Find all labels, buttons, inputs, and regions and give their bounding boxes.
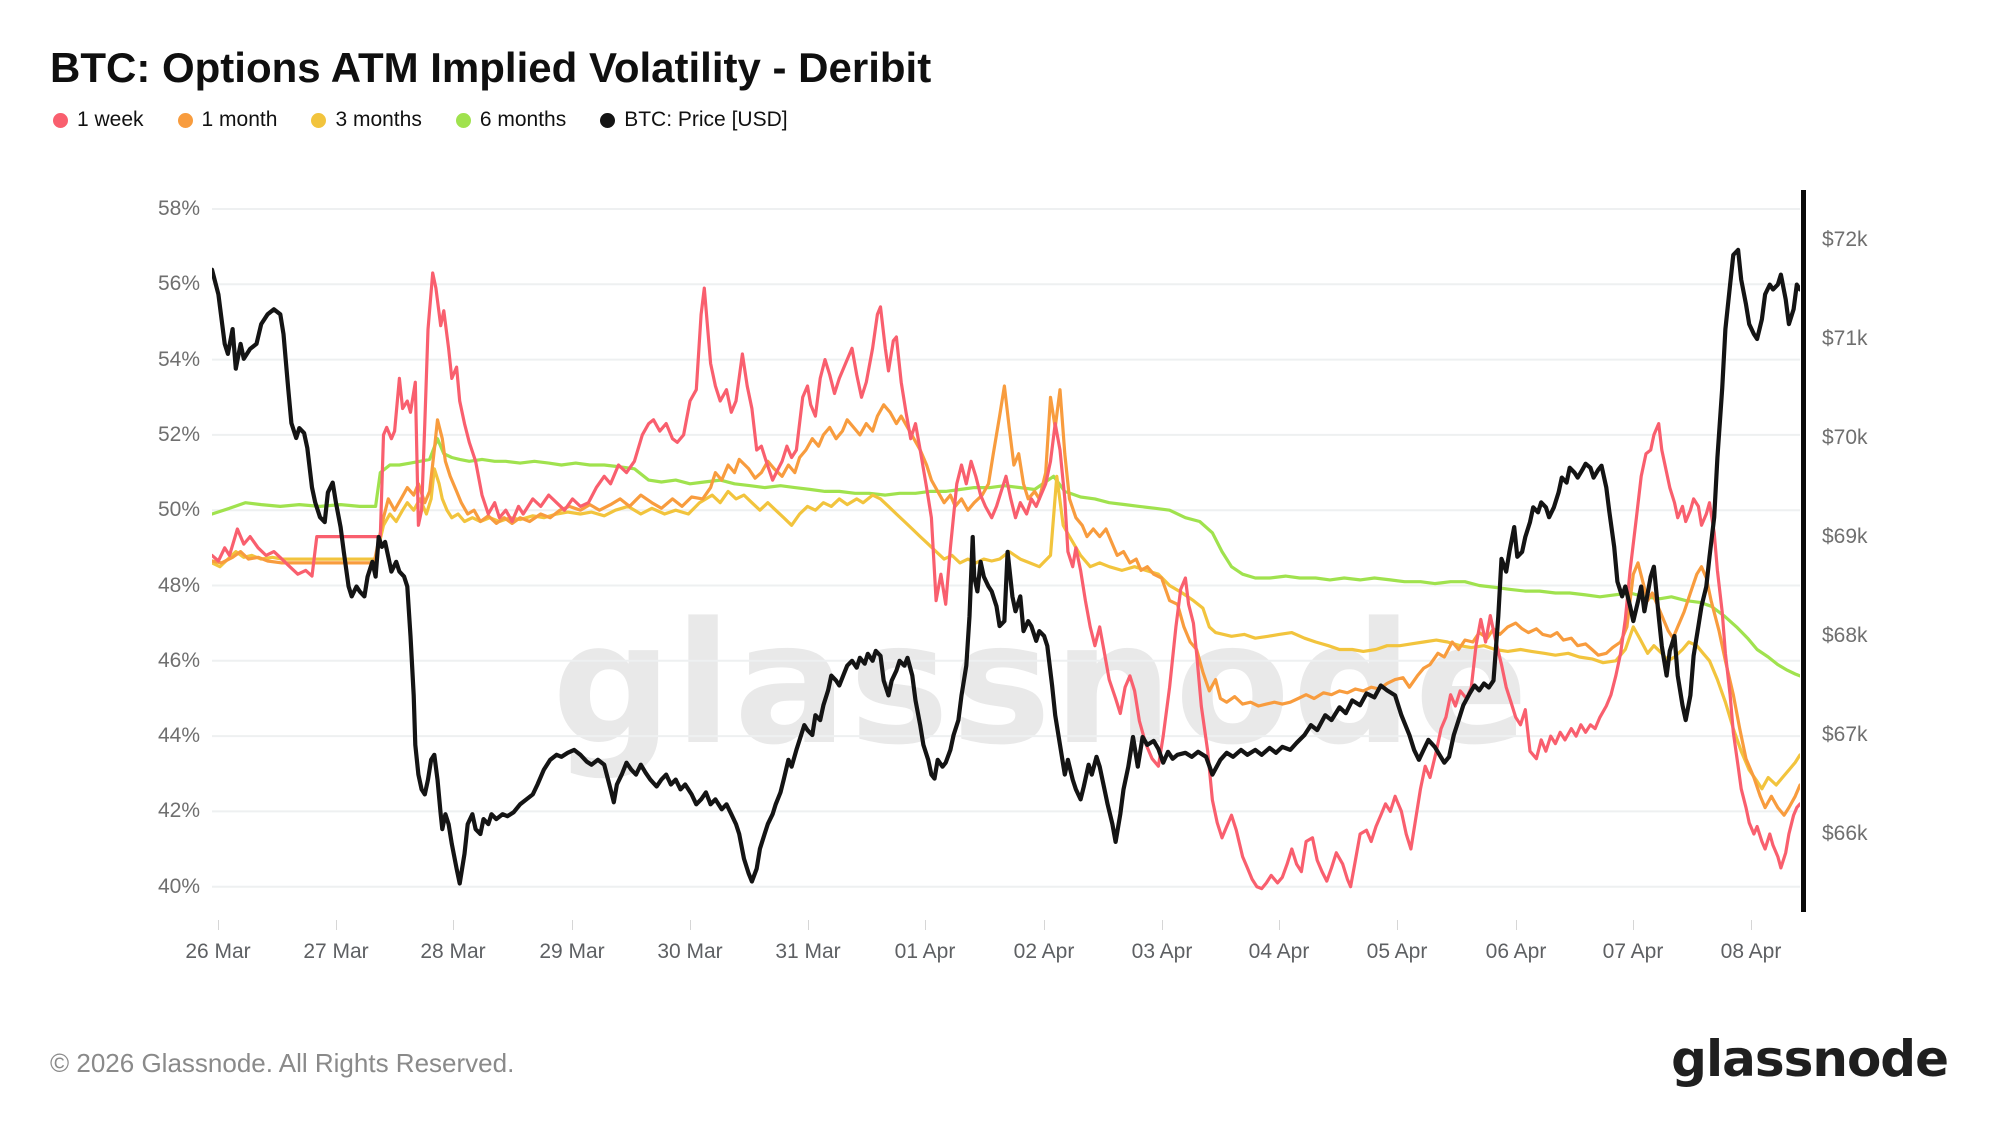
right-axis-tick-label: $67k: [1822, 723, 1868, 746]
legend-dot-icon: [177, 112, 193, 128]
x-axis-tick-label: 07 Apr: [1602, 940, 1664, 963]
series-line-3-months: [212, 467, 1800, 791]
right-axis-tick-label: $70k: [1822, 426, 1868, 449]
x-axis-tick: [572, 920, 573, 930]
x-axis-tick: [1044, 920, 1045, 930]
legend-dot-icon: [53, 112, 68, 128]
copyright-text: © 2026 Glassnode. All Rights Reserved.: [50, 1048, 515, 1078]
x-axis-tick-label: 06 Apr: [1485, 940, 1547, 963]
x-axis-tick-label: 05 Apr: [1366, 940, 1428, 963]
right-axis-tick-label: $66k: [1822, 822, 1868, 845]
legend-item-1-week[interactable]: 1 week: [53, 108, 144, 132]
x-axis-tick-label: 27 Mar: [303, 940, 369, 963]
x-axis-tick-label: 03 Apr: [1131, 940, 1193, 963]
left-axis-tick-label: 56%: [157, 272, 200, 296]
legend-item-label: BTC: Price [USD]: [624, 108, 788, 131]
x-axis-tick-label: 26 Mar: [185, 940, 251, 963]
series-line-6-months: [212, 437, 1800, 678]
right-axis-tick-label: $72k: [1822, 228, 1868, 251]
legend-item-label: 3 months: [335, 108, 422, 131]
left-axis-tick-label: 52%: [157, 422, 200, 446]
x-axis-tick: [218, 920, 219, 930]
legend-dot-icon: [455, 112, 471, 128]
chart-plot-area[interactable]: [212, 180, 1800, 915]
x-axis-tick: [1162, 920, 1163, 930]
x-axis-tick: [1633, 920, 1634, 930]
glassnode-logo: glassnode: [1671, 1030, 1949, 1088]
legend: 1 week 1 month 3 months 6 months BTC: Price …: [53, 108, 788, 132]
left-axis-tick-label: 48%: [157, 573, 200, 597]
x-axis-tick: [690, 920, 691, 930]
x-axis-tick-label: 28 Mar: [420, 940, 486, 963]
left-axis-tick-label: 44%: [157, 724, 200, 748]
x-axis-tick: [336, 920, 337, 930]
x-axis-tick: [1279, 920, 1280, 930]
x-axis-tick: [1516, 920, 1517, 930]
legend-item-label: 1 week: [77, 108, 144, 131]
x-axis-tick-label: 08 Apr: [1720, 940, 1782, 963]
right-axis-tick-label: $71k: [1822, 327, 1868, 350]
right-axis-line: [1801, 190, 1806, 912]
right-axis-tick-label: $68k: [1822, 624, 1868, 647]
x-axis-tick-label: 29 Mar: [539, 940, 605, 963]
series-line-btc-price-usd-: [212, 247, 1800, 886]
glassnode-watermark: glassnode: [552, 586, 1531, 782]
x-axis-tick-label: 01 Apr: [894, 940, 956, 963]
x-axis-tick: [1397, 920, 1398, 930]
left-axis-tick-label: 42%: [157, 799, 200, 823]
x-axis-tick-label: 04 Apr: [1248, 940, 1310, 963]
legend-dot-icon: [600, 112, 616, 128]
legend-item-btc-price-usd-[interactable]: BTC: Price [USD]: [600, 108, 788, 132]
legend-item-6-months[interactable]: 6 months: [455, 108, 567, 132]
left-axis-tick-label: 54%: [157, 347, 200, 371]
legend-item-label: 6 months: [479, 108, 567, 131]
left-axis-tick-label: 40%: [157, 874, 200, 898]
x-axis-tick: [453, 920, 454, 930]
x-axis-tick-label: 02 Apr: [1013, 940, 1075, 963]
x-axis-tick: [808, 920, 809, 930]
left-axis-tick-label: 50%: [157, 498, 200, 522]
x-axis-tick: [1751, 920, 1752, 930]
legend-item-label: 1 month: [201, 108, 278, 131]
x-axis-tick-label: 30 Mar: [657, 940, 723, 963]
series-lines: [212, 247, 1800, 891]
left-axis-tick-label: 58%: [157, 197, 200, 220]
legend-dot-icon: [311, 112, 327, 128]
x-axis-tick-label: 31 Mar: [775, 940, 841, 963]
left-axis-tick-label: 46%: [157, 648, 200, 672]
legend-item-1-month[interactable]: 1 month: [177, 108, 278, 132]
legend-item-3-months[interactable]: 3 months: [311, 108, 422, 132]
series-line-1-week: [212, 271, 1800, 891]
series-line-1-month: [212, 384, 1800, 817]
right-axis-tick-label: $69k: [1822, 525, 1868, 548]
x-axis-tick: [925, 920, 926, 930]
page-title: BTC: Options ATM Implied Volatility - De…: [50, 44, 932, 91]
